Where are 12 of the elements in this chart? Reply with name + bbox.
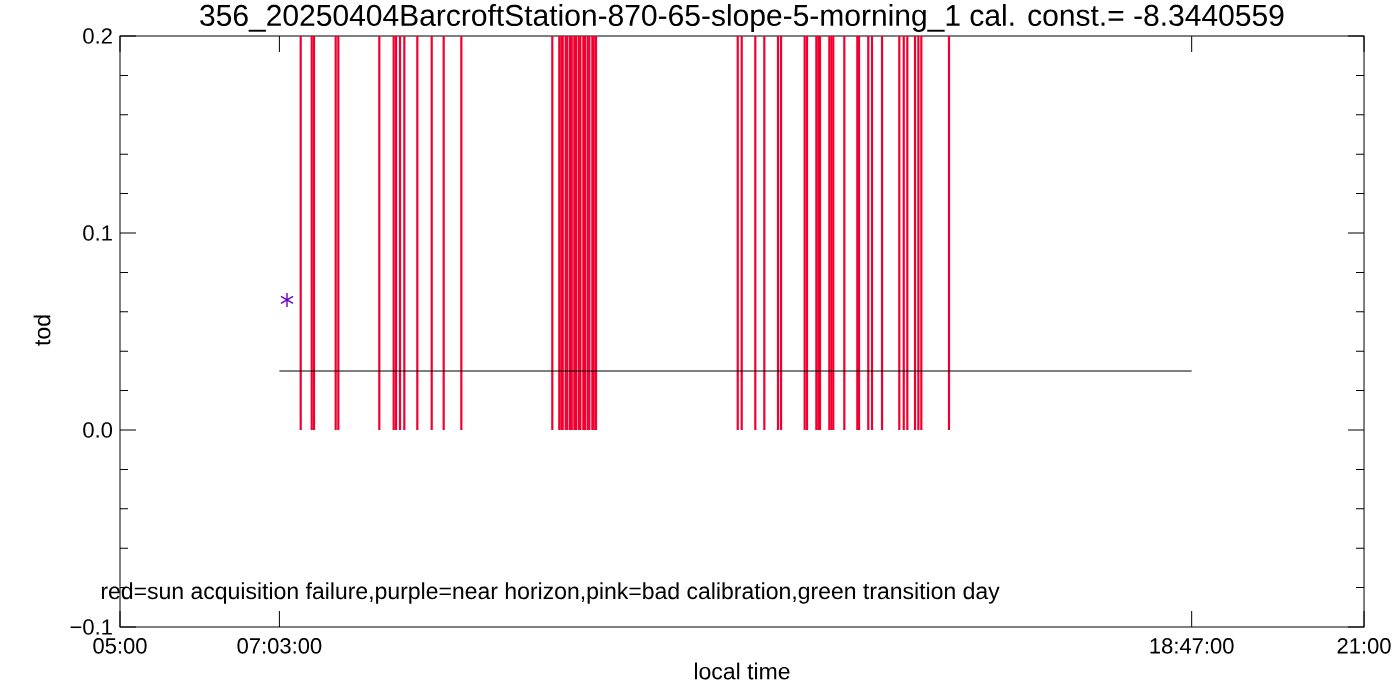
x-tick-label: 18:47:00: [1150, 638, 1234, 654]
annotation: red=sun acquisition failure,purple=near horizon,pink=bad calibration,green transition day: [101, 582, 1000, 604]
y-tick-label: 0.0: [83, 422, 113, 438]
x-tick-label: 07:03:00: [237, 638, 322, 654]
y-axis-title: tod: [33, 315, 51, 346]
chart-title: 356_20250404BarcroftStation-870-65-slope-5-morning_1 cal. const.= -8.3440559: [200, 3, 1284, 32]
x-axis-title: local time: [694, 662, 790, 680]
x-tick-label: 21:00: [1337, 638, 1391, 654]
y-tick-label: −0.1: [70, 619, 112, 635]
y-tick-label: 0.2: [83, 28, 112, 44]
x-tick-label: 05:00: [93, 638, 147, 654]
y-tick-label: 0.1: [83, 225, 112, 241]
